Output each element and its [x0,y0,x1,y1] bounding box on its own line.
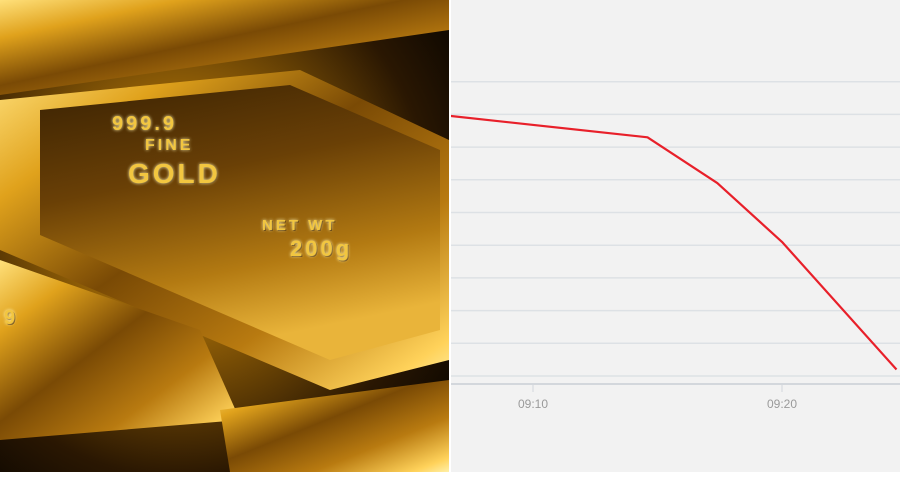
gold-bars-photo: 999.9 FINE GOLD NET WT 200g 9 [0,0,449,472]
line-chart-svg: 09:10 09:20 [450,80,900,411]
x-tick-label: 09:10 [518,397,548,411]
divider [449,0,451,472]
x-ticks: 09:10 09:20 [518,384,797,411]
gold-bar-top [0,0,449,95]
gridlines [451,80,900,377]
stamp-fine: FINE [145,137,194,154]
price-chart: 09:10 09:20 [450,0,900,472]
stamp-weight: 200g [290,236,353,261]
x-tick-label: 09:20 [767,397,797,411]
stamp-net-wt: NET WT [262,217,338,234]
stamp-side: 9 [4,307,19,329]
gold-bars-drawing [0,0,449,472]
gold-bar-left [0,260,240,440]
gold-bar-bottom [220,380,449,472]
stamp-purity: 999.9 [112,113,178,135]
gold-bar-face [40,85,440,360]
series-line [450,114,898,371]
stamp-gold: GOLD [128,158,221,189]
